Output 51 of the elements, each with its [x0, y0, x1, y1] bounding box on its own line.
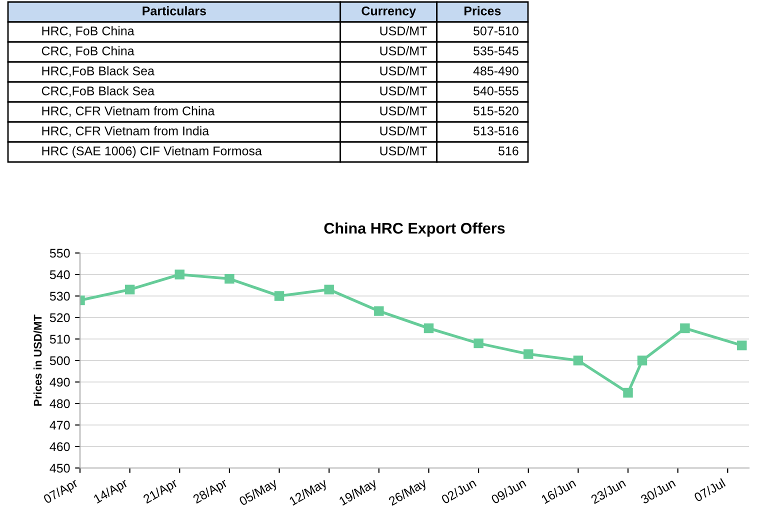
text: 507-510	[474, 26, 518, 36]
point	[424, 323, 434, 334]
y-tick-label: 510	[50, 334, 70, 344]
chart-title: China HRC Export Offers	[324, 222, 505, 237]
text: USD/MT	[380, 106, 427, 116]
text: 516	[498, 146, 518, 156]
text: HRC, CFR Vietnam from China	[42, 106, 215, 117]
point	[274, 291, 284, 301]
y-tick-label: 470	[50, 420, 70, 430]
y-tick-label: 520	[50, 313, 70, 322]
point	[474, 338, 484, 348]
point	[224, 274, 234, 284]
point	[124, 284, 135, 294]
category-label: Particulars	[142, 6, 206, 16]
text: HRC, CFR Vietnam from India	[42, 126, 210, 137]
text: USD/MT	[380, 26, 427, 36]
y-tick-label: 550	[50, 248, 70, 258]
point	[737, 340, 747, 350]
point	[324, 284, 334, 294]
text: 485-490	[473, 66, 518, 76]
y-tick-label: 540	[50, 270, 70, 280]
point	[680, 323, 690, 334]
y-tick-label: 530	[50, 292, 70, 301]
text: 515-520	[474, 106, 518, 116]
text: USD/MT	[380, 146, 427, 156]
text: CRC, FoB China	[42, 46, 134, 57]
point	[637, 356, 648, 366]
point	[174, 270, 184, 280]
point	[374, 306, 384, 316]
text: 513-516	[474, 126, 518, 136]
text: HRC,FoB Black Sea	[42, 66, 154, 77]
text: 540-555	[474, 86, 518, 96]
text: CRC,FoB Black Sea	[42, 86, 154, 97]
category-label: Prices	[464, 6, 501, 16]
point	[524, 349, 534, 359]
text: USD/MT	[380, 126, 427, 136]
point	[573, 356, 584, 366]
y-tick-label: 450	[50, 464, 70, 473]
text: USD/MT	[380, 86, 427, 96]
text: HRC, FoB China	[42, 26, 134, 37]
y-tick-label: 500	[50, 356, 70, 366]
point	[623, 388, 633, 398]
y-tick-label: 460	[50, 442, 70, 452]
y-tick-label: 490	[50, 378, 70, 387]
y-axis-title: Prices in USD/MT	[34, 314, 42, 406]
text: USD/MT	[380, 46, 427, 56]
text: 535-545	[474, 46, 518, 56]
text: HRC (SAE 1006) CIF Vietnam Formosa	[42, 146, 262, 158]
category-label: Currency	[362, 6, 416, 18]
y-tick-label: 480	[50, 399, 70, 408]
text: USD/MT	[380, 66, 427, 76]
